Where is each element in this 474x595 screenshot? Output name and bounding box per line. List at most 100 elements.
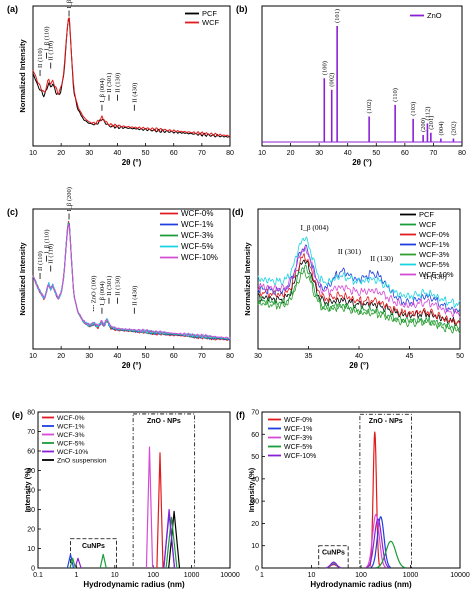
- x-tick-label: 60: [401, 150, 409, 157]
- panel-d: (d) 30 35 40 45 50 2θ (°) Normalized Intensity I…: [232, 207, 464, 370]
- legend: WCF-0% WCF-1% WCF-3% WCF-5% WCF-10%: [268, 417, 316, 460]
- x-tick-label: 20: [57, 353, 65, 360]
- x-tick-label: 50: [372, 150, 380, 157]
- panel-label: (c): [7, 207, 18, 217]
- series-line-wcf-0pct: [257, 253, 461, 326]
- distribution-peak: [326, 561, 342, 569]
- distribution-peak: [145, 446, 154, 569]
- y-tick-label: 50: [27, 468, 35, 475]
- peak-label: (112): [424, 107, 431, 121]
- zno-box-label: ZnO - NPs: [369, 418, 403, 425]
- x-tick-label: 60: [170, 353, 178, 360]
- x-tick-label: 35: [305, 353, 313, 360]
- x-tick-label: 45: [406, 353, 414, 360]
- legend-entry: WCF-10%: [57, 449, 88, 456]
- x-axis-label: 2θ (°): [122, 361, 142, 370]
- legend-entry: WCF-5%: [284, 444, 312, 451]
- legend-entry: WCF-1%: [419, 240, 450, 249]
- y-axis-label: Normalized Intensity: [18, 39, 27, 113]
- legend-entry: WCF: [202, 18, 219, 27]
- y-tick-label: 30: [27, 507, 35, 514]
- legend: WCF-0% WCF-1% WCF-3% WCF-5% WCF-10%: [160, 209, 218, 262]
- peak-annotation: II (430): [131, 83, 138, 103]
- distribution-peak: [99, 553, 107, 569]
- cunps-box: [318, 545, 349, 569]
- x-axis-label: 2θ (°): [352, 158, 372, 167]
- x-tick-label: 40: [344, 150, 352, 157]
- legend-entry: WCF-0%: [419, 230, 450, 239]
- panel-a: (a) 10 20 30 40 50 60 70 80 2θ (°) Normalized Inte…: [7, 0, 234, 167]
- panel-label: (f): [236, 410, 245, 420]
- peak-annotation: ZnO (100): [91, 276, 98, 304]
- legend-entry: WCF-0%: [181, 209, 213, 218]
- plot-frame: [32, 208, 231, 350]
- panel-label: (b): [236, 4, 248, 14]
- plot-frame: [261, 5, 463, 147]
- y-tick-label: 60: [27, 449, 35, 456]
- zno-box-label: ZnO - NPs: [147, 418, 181, 425]
- panel-c: (c) 10 20 30 40 50 60 70 80 2θ (°) Normalized Inte…: [7, 187, 234, 370]
- x-tick-label: 70: [198, 353, 206, 360]
- plot-frame: [32, 5, 231, 147]
- x-tick-label: 100: [147, 572, 159, 579]
- distribution-peak: [366, 518, 390, 569]
- x-tick-label: 100: [355, 572, 367, 579]
- y-tick-label: 80: [27, 410, 35, 417]
- y-tick-label: 0: [255, 566, 259, 573]
- y-tick-label: 10: [27, 546, 35, 553]
- legend-entry: WCF-1%: [57, 424, 85, 431]
- x-tick-label: 40: [114, 353, 122, 360]
- y-axis-label: Normalized Intensity: [243, 242, 252, 316]
- y-tick-label: 40: [27, 488, 35, 495]
- series-line-wcf-5pct: [257, 236, 461, 308]
- y-tick-label: 20: [27, 527, 35, 534]
- x-tick-label: 40: [114, 150, 122, 157]
- x-tick-label: 20: [57, 150, 65, 157]
- peak-annotation: II (110): [37, 48, 44, 68]
- peak-annotation: I_β (004): [99, 78, 106, 102]
- legend-entry: WCF-0%: [284, 417, 312, 424]
- zno-box: [132, 413, 196, 569]
- peak-annotation: I_β (200): [66, 187, 73, 211]
- legend-entry: WCF-10%: [419, 270, 454, 279]
- distribution-peak: [69, 557, 76, 569]
- y-tick-label: 0: [31, 566, 35, 573]
- x-tick-label: 10000: [220, 572, 240, 579]
- x-tick-label: 10: [29, 150, 37, 157]
- x-axis-label: Hydrodynamic radius (nm): [83, 580, 185, 589]
- peak-label: (103): [410, 102, 417, 116]
- series-line-wcf-10pct: [257, 245, 461, 318]
- legend-entry: WCF-5%: [57, 441, 85, 448]
- x-tick-label: 60: [170, 150, 178, 157]
- peak-annotation: I_β (200): [66, 0, 73, 8]
- peak-label: (004): [438, 121, 445, 135]
- x-tick-label: 30: [85, 353, 93, 360]
- cunps-box-label: CuNPs: [322, 550, 345, 557]
- distribution-peak: [370, 516, 391, 568]
- x-tick-label: 10: [258, 150, 266, 157]
- x-tick-label: 80: [458, 150, 466, 157]
- y-tick-label: 20: [251, 521, 259, 528]
- peak-annotation: I_β (110): [44, 229, 51, 253]
- x-tick-label: 80: [226, 353, 234, 360]
- y-tick-label: 30: [251, 499, 259, 506]
- cunps-box-label: CuNPs: [82, 543, 105, 550]
- y-tick-label: 70: [27, 429, 35, 436]
- peak-annotation: I_β (004): [99, 281, 106, 305]
- peak-annotation: I_β (004): [300, 223, 329, 232]
- x-tick-label: 70: [198, 150, 206, 157]
- legend-entry: ZnO: [427, 11, 442, 20]
- legend-entry: WCF: [419, 220, 436, 229]
- legend-entry: WCF-1%: [284, 426, 312, 433]
- legend-entry: PCF: [202, 9, 217, 18]
- y-tick-label: 60: [251, 432, 259, 439]
- x-tick-label: 1: [74, 572, 78, 579]
- x-axis-label: 2θ (°): [349, 361, 369, 370]
- panel-label: (e): [12, 410, 23, 420]
- peak-annotation: I_β (110): [44, 26, 51, 50]
- legend: WCF-0% WCF-1%WCF-3% WCF-5%WCF-10% ZnO suspe…: [42, 415, 107, 465]
- x-tick-label: 50: [142, 150, 150, 157]
- series-line-wcf-3pct: [257, 269, 461, 334]
